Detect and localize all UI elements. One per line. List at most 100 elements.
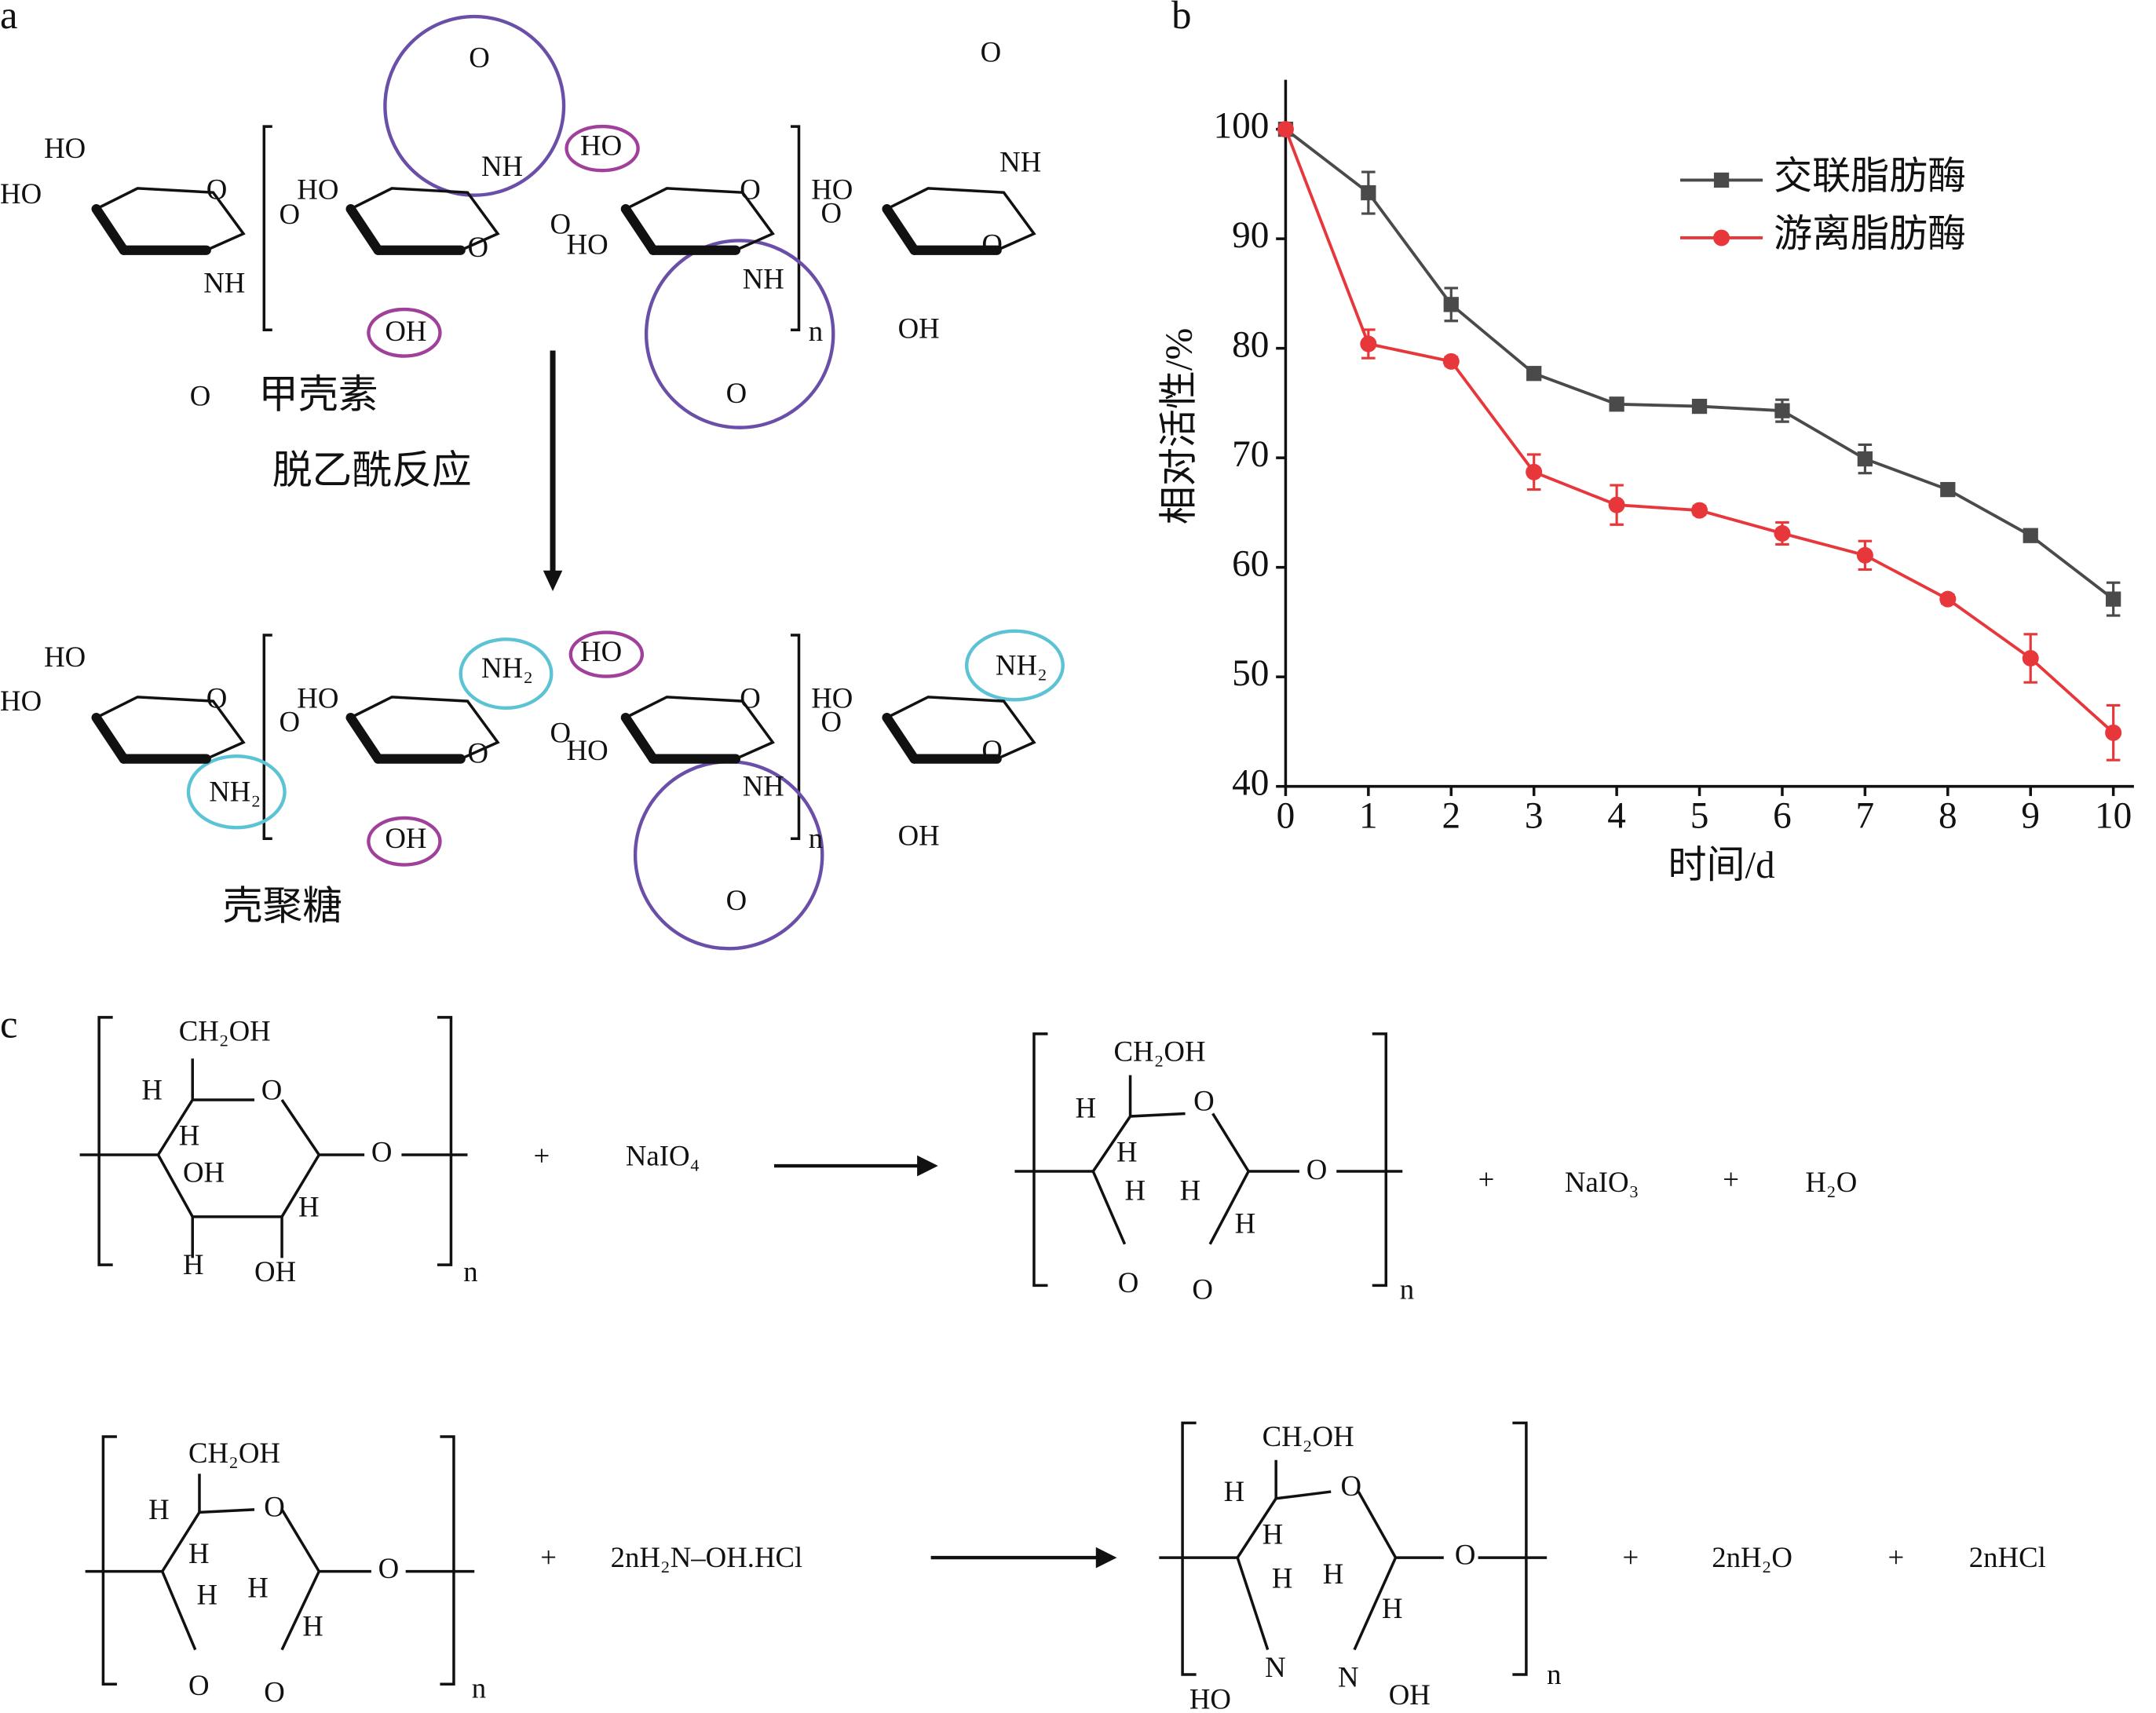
ring-bond <box>620 204 659 255</box>
caption: 甲壳素 <box>258 373 378 417</box>
atom-label: HO <box>44 132 86 164</box>
atom-label: NH <box>481 150 523 182</box>
y-tick-label: 40 <box>1232 763 1269 804</box>
atom-label: NH <box>743 262 784 294</box>
atom-label: HO <box>0 685 42 717</box>
atom-label: O <box>469 41 490 73</box>
atom-label: O <box>821 196 842 228</box>
atom-label: H₂O <box>1805 1166 1857 1198</box>
marker <box>2023 528 2038 543</box>
atom-label: H <box>183 1248 204 1280</box>
marker <box>1857 451 1873 467</box>
atom-label: O <box>190 379 211 411</box>
atom-label: NaIO₄ <box>626 1140 700 1172</box>
atom-label: + <box>1622 1541 1639 1573</box>
atom-label: O <box>1193 1085 1215 1117</box>
marker <box>1526 463 1543 480</box>
atom-label: HO <box>297 682 338 714</box>
atom-label: CH₂OH <box>1114 1035 1206 1068</box>
atom-label: n <box>463 1255 477 1287</box>
atom-label: HO <box>567 734 608 766</box>
atom-label: HO <box>0 177 42 210</box>
marker <box>1277 121 1294 138</box>
ring-bond <box>91 204 129 255</box>
atom-label: H <box>1075 1091 1096 1123</box>
x-tick-label: 1 <box>1359 796 1378 837</box>
atom-label: CH₂OH <box>188 1437 280 1469</box>
atom-label: NH₂ <box>996 649 1047 681</box>
x-axis-label: 时间/d <box>1668 843 1774 886</box>
ring-bond <box>91 712 129 764</box>
atom-label: O <box>280 705 301 737</box>
atom-label: O <box>371 1135 393 1167</box>
atom-label: O <box>206 682 228 714</box>
marker <box>1361 184 1376 201</box>
atom-label: O <box>467 737 488 769</box>
atom-label: CH₂OH <box>179 1014 271 1046</box>
atom-label: O <box>378 1552 400 1584</box>
y-tick-label: 50 <box>1232 653 1269 694</box>
atom-label: OH <box>385 315 426 347</box>
atom-label: O <box>264 1490 285 1522</box>
atom-label: HO <box>580 130 622 162</box>
atom-label: O <box>1192 1273 1213 1306</box>
bracket <box>262 634 801 840</box>
marker <box>2106 591 2121 607</box>
atom-label: HO <box>297 173 338 206</box>
atom-label: n <box>809 822 823 854</box>
atom-label: 2nH₂N–OH.HCl <box>611 1541 803 1573</box>
legend-marker <box>1713 229 1730 247</box>
atom-label: N <box>1338 1660 1359 1693</box>
bracket <box>262 125 801 332</box>
marker <box>1774 524 1791 542</box>
atom-label: n <box>1547 1658 1561 1690</box>
atom-label: n <box>1400 1273 1414 1306</box>
atom-label: HO <box>811 682 853 714</box>
marker <box>1442 352 1460 370</box>
atom-label: + <box>1478 1163 1495 1195</box>
atom-label: OH <box>254 1255 296 1287</box>
atom-label: O <box>280 198 301 230</box>
atom-label: NH <box>203 267 245 299</box>
atom-label: NH₂ <box>481 652 533 684</box>
caption: 壳聚糖 <box>223 884 342 928</box>
atom-label: NH <box>999 146 1041 178</box>
panel-label: b <box>1171 0 1191 37</box>
atom-label: HO <box>44 641 86 673</box>
atom-label: + <box>1723 1163 1739 1195</box>
atom-label: n <box>472 1671 486 1704</box>
x-tick-label: 7 <box>1856 796 1875 837</box>
atom-label: O <box>740 173 761 206</box>
x-tick-label: 5 <box>1690 796 1709 837</box>
y-tick-label: 70 <box>1232 434 1269 475</box>
series-line <box>1284 128 2114 601</box>
atom-label: O <box>261 1074 283 1106</box>
ring-bond <box>345 712 383 764</box>
marker <box>1608 496 1625 513</box>
atom-label: O <box>467 231 488 263</box>
marker <box>1856 546 1873 564</box>
marker <box>2105 724 2122 741</box>
atom-label: O <box>821 705 842 737</box>
ring-bond <box>882 712 919 764</box>
atom-label: + <box>534 1140 550 1172</box>
atom-label: OH <box>898 820 940 852</box>
atom-label: O <box>1340 1470 1361 1502</box>
panel-label: c <box>0 1003 18 1046</box>
atom-label: H <box>1263 1518 1284 1550</box>
atom-label: O <box>188 1669 210 1701</box>
x-tick-label: 9 <box>2021 796 2040 837</box>
atom-label: H <box>1323 1558 1344 1590</box>
legend-label: 游离脂肪酶 <box>1774 212 1966 255</box>
atom-label: O <box>550 207 572 239</box>
atom-label: O <box>550 716 572 748</box>
panel-a-drawing <box>186 14 1065 951</box>
series-line <box>1284 128 2114 734</box>
atom-label: H <box>302 1610 323 1642</box>
marker <box>1939 590 1957 608</box>
marker <box>1691 398 1708 415</box>
atom-label: 2nHCl <box>1969 1541 2046 1573</box>
atom-label: NaIO₃ <box>1565 1166 1639 1198</box>
panel-c-drawing <box>79 1016 1548 1686</box>
